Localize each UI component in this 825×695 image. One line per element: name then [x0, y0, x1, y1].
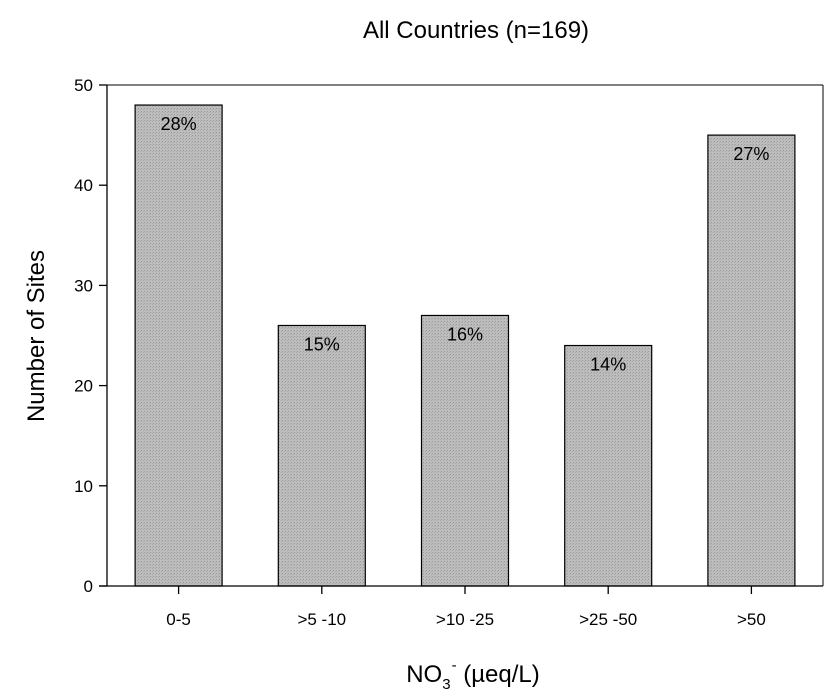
data-label: 28%: [161, 114, 197, 134]
data-label: 16%: [447, 324, 483, 344]
x-axis-label: NO3- (µeq/L): [406, 657, 540, 693]
bar: [707, 134, 796, 587]
y-tick-label: 20: [74, 377, 93, 396]
x-tick-label: >10 -25: [436, 610, 494, 629]
y-tick-label: 40: [74, 176, 93, 195]
x-tick-label: 0-5: [166, 610, 191, 629]
x-tick-label: >50: [737, 610, 766, 629]
y-axis-label: Number of Sites: [23, 250, 50, 422]
bar: [277, 324, 366, 587]
y-tick-label: 10: [74, 477, 93, 496]
y-tick-label: 30: [74, 276, 93, 295]
y-tick-label: 0: [84, 577, 93, 596]
x-axis-label-unit: (µeq/L): [457, 661, 540, 688]
x-axis-label-subscript: 3: [442, 676, 450, 693]
y-tick-label: 50: [74, 76, 93, 95]
x-tick-label: >5 -10: [297, 610, 346, 629]
chart-title: All Countries (n=169): [363, 17, 589, 44]
data-label: 14%: [590, 355, 626, 375]
x-axis-label-base: NO: [406, 661, 442, 688]
x-axis-label-superscript: -: [452, 657, 457, 674]
data-label: 15%: [304, 334, 340, 354]
plot-area: 0 10 20 30 40 50 28% 15% 16% 14% 27% 0-5 >5 -10 >10 -…: [74, 76, 824, 629]
data-label: 27%: [733, 144, 769, 164]
x-tick-label: >25 -50: [579, 610, 637, 629]
bar: [564, 344, 653, 587]
bar: [134, 104, 223, 587]
bar: [420, 314, 510, 587]
